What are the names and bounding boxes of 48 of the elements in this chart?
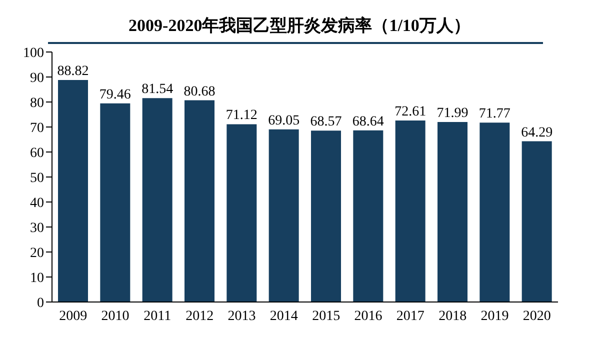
data-label: 81.54 (142, 82, 174, 98)
x-tick-label: 2016 (354, 308, 382, 324)
data-label: 69.05 (268, 113, 300, 128)
data-label: 71.12 (226, 108, 258, 124)
y-tick-label: 50 (30, 170, 44, 186)
data-label: 71.77 (478, 106, 510, 122)
bar (184, 100, 214, 302)
data-label: 88.82 (57, 64, 89, 79)
bar (395, 120, 426, 302)
data-label: 68.57 (310, 114, 342, 130)
data-label: 64.29 (521, 125, 553, 140)
x-tick-label: 2013 (228, 308, 256, 324)
y-tick-label: 0 (37, 296, 44, 311)
data-label: 72.61 (394, 104, 426, 120)
data-label: 79.46 (99, 87, 131, 102)
x-tick-label: 2019 (480, 308, 509, 324)
y-tick-label: 70 (30, 120, 44, 136)
data-label: 71.99 (436, 106, 468, 122)
y-tick-label: 90 (30, 70, 44, 86)
bar (353, 130, 384, 302)
data-label: 80.68 (184, 84, 216, 100)
x-tick-label: 2009 (59, 308, 88, 324)
chart-title: 2009-2020年我国乙型肝炎发病率（1/10万人） (128, 15, 472, 37)
x-tick-label: 2018 (438, 308, 467, 324)
y-tick-label: 100 (23, 46, 44, 61)
y-tick-label: 30 (30, 220, 44, 236)
y-tick-label: 20 (30, 246, 44, 261)
y-tick-label: 40 (30, 196, 44, 211)
bar (100, 103, 130, 302)
x-tick-label: 2010 (101, 308, 130, 324)
bar (226, 124, 257, 302)
bar (142, 98, 172, 302)
data-label: 68.64 (352, 114, 384, 130)
x-tick-label: 2012 (186, 308, 214, 324)
x-tick-label: 2015 (312, 308, 340, 324)
y-tick-label: 60 (30, 146, 44, 161)
x-tick-label: 2020 (522, 308, 551, 324)
bar (522, 141, 552, 302)
x-tick-label: 2014 (270, 308, 298, 324)
bar (480, 122, 510, 302)
x-tick-label: 2011 (144, 308, 172, 324)
bar (268, 129, 299, 302)
bar (311, 130, 341, 302)
bar (438, 122, 468, 302)
x-tick-label: 2017 (396, 308, 424, 324)
bar (58, 80, 88, 302)
y-tick-label: 10 (30, 270, 44, 286)
y-tick-label: 80 (30, 96, 44, 111)
